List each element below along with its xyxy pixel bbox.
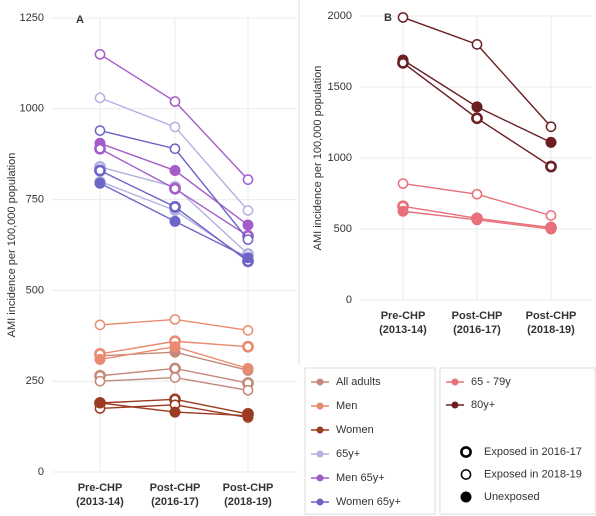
data-point [545,136,557,148]
data-point [169,200,181,213]
data-point [94,375,106,387]
data-point [169,182,181,195]
data-point [471,214,483,226]
y-tick-label: 250 [26,375,44,387]
data-point [169,372,181,383]
x-tick-label: Post-CHP [150,482,201,494]
x-tick-label: Post-CHP [526,310,577,322]
y-tick-label: 750 [26,194,44,206]
data-point [242,219,254,231]
data-point [169,406,181,418]
data-point [242,362,254,374]
data-point [94,177,106,189]
marker-legend-symbol [460,469,472,480]
y-tick-label: 0 [346,294,352,306]
marker-legend-symbol [460,491,472,503]
data-point [242,410,254,422]
legend-swatch [316,402,324,410]
y-axis-label: AMI incidence per 100,000 population [6,153,18,338]
data-point [545,223,557,235]
legend-swatch [316,426,324,434]
marker-legend-label: Exposed in 2018-19 [484,468,582,480]
x-tick-label: (2016-17) [151,496,199,508]
data-point [471,39,483,50]
data-point [94,142,106,155]
y-axis-label: AMI incidence per 100,000 population [312,66,324,251]
legend-label: 65y+ [336,448,360,460]
data-point [169,314,181,325]
x-tick-label: (2018-19) [527,324,575,336]
data-point [545,210,557,221]
data-point [242,252,254,264]
data-point [169,215,181,227]
data-point [94,397,106,409]
legend-box [304,367,436,515]
marker-legend-symbol [460,446,472,458]
data-point [94,92,106,104]
y-tick-label: 0 [38,466,44,478]
marker-legend-label: Exposed in 2016-17 [484,446,582,458]
x-tick-label: (2018-19) [224,496,272,508]
x-tick-label: Pre-CHP [78,482,123,494]
legend-swatch [316,378,324,386]
legend-swatch [451,401,459,409]
data-point [169,96,181,107]
y-tick-label: 1250 [20,12,44,24]
data-point [169,341,181,353]
data-point [169,165,181,177]
data-point [397,56,409,69]
y-tick-label: 500 [26,284,44,296]
data-point [242,205,254,216]
x-tick-label: (2016-17) [453,324,501,336]
y-tick-label: 2000 [328,10,352,22]
legend-swatch [316,450,324,458]
data-point [397,178,409,189]
data-point [242,384,254,396]
data-point [94,48,106,60]
data-point [94,319,106,331]
data-point [94,353,106,365]
legend-label: Women 65y+ [336,496,401,508]
marker-legend-label: Unexposed [484,491,540,503]
data-point [397,205,409,217]
x-tick-label: (2013-14) [379,324,427,336]
data-point [242,234,254,245]
data-point [545,160,557,173]
x-tick-label: Post-CHP [452,310,503,322]
y-tick-label: 1000 [328,152,352,164]
x-tick-label: Pre-CHP [381,310,426,322]
data-point [242,174,254,185]
data-point [169,121,181,133]
legend-label: Women [336,424,374,436]
data-point [169,143,181,155]
data-point [94,125,106,136]
y-tick-label: 500 [334,223,352,235]
data-point [471,112,483,125]
data-point [242,340,254,353]
legend-label: 80y+ [471,399,495,411]
data-point [545,121,557,133]
data-point [471,188,483,200]
data-point [242,325,254,336]
data-point [169,362,181,375]
legend-swatch [316,474,324,482]
y-tick-label: 1500 [328,81,352,93]
data-point [397,12,409,23]
panel-label: A [76,14,84,26]
legend-box [439,367,596,515]
legend-swatch [316,498,324,506]
data-point [471,101,483,113]
panel-label: B [384,12,392,24]
x-tick-label: (2013-14) [76,496,124,508]
legend-label: Men [336,400,357,412]
legend-swatch [451,378,459,386]
x-tick-label: Post-CHP [223,482,274,494]
y-tick-label: 1000 [20,103,44,115]
data-point [94,164,106,177]
legend-label: Men 65y+ [336,472,385,484]
legend-label: 65 - 79y [471,376,511,388]
legend-label: All adults [336,376,381,388]
